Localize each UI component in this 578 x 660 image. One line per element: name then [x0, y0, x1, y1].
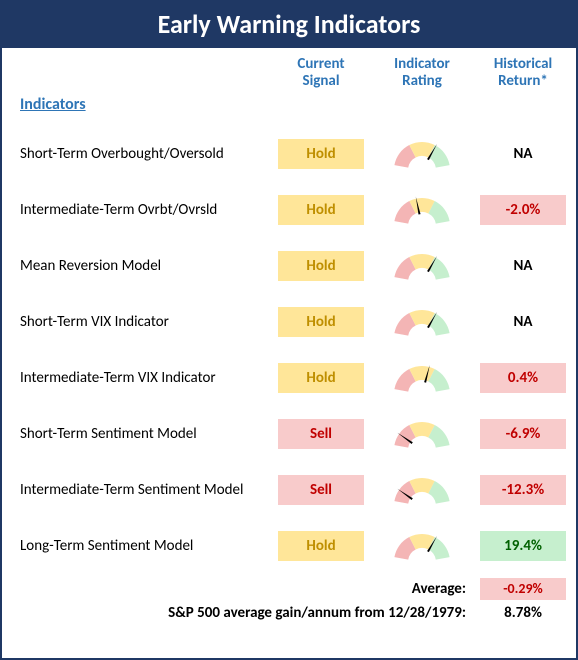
signal-badge: Hold [278, 251, 364, 281]
return-value: 19.4% [480, 531, 566, 561]
section-label: Indicators [20, 95, 558, 114]
header-return: HistoricalReturn* [480, 56, 566, 91]
panel-title: Early Warning Indicators [2, 2, 576, 48]
indicator-row: Intermediate-Term VIX IndicatorHold0.4% [20, 350, 558, 406]
signal-badge: Hold [278, 363, 364, 393]
indicator-label: Mean Reversion Model [20, 257, 270, 275]
header-rating: IndicatorRating [372, 56, 472, 91]
signal-badge: Hold [278, 195, 364, 225]
return-value: NA [480, 307, 566, 337]
indicator-row: Short-Term Overbought/OversoldHoldNA [20, 126, 558, 182]
indicator-label: Long-Term Sentiment Model [20, 537, 270, 555]
gauge-icon [372, 526, 472, 566]
header-signal: CurrentSignal [278, 56, 364, 91]
indicator-label: Short-Term Overbought/Oversold [20, 145, 270, 163]
signal-badge: Hold [278, 307, 364, 337]
indicator-label: Short-Term VIX Indicator [20, 313, 270, 331]
indicator-row: Short-Term Sentiment ModelSell-6.9% [20, 406, 558, 462]
gauge-icon [372, 358, 472, 398]
footnote-value: 8.78% [480, 604, 566, 622]
return-value: NA [480, 251, 566, 281]
gauge-icon [372, 414, 472, 454]
panel-content: CurrentSignal IndicatorRating Historical… [2, 48, 576, 622]
gauge-icon [372, 302, 472, 342]
indicator-row: Long-Term Sentiment ModelHold19.4% [20, 518, 558, 574]
average-row: Average: -0.29% [20, 578, 558, 600]
signal-badge: Hold [278, 139, 364, 169]
return-value: -12.3% [480, 475, 566, 505]
gauge-icon [372, 190, 472, 230]
indicator-label: Intermediate-Term Ovrbt/Ovrsld [20, 201, 270, 219]
signal-badge: Sell [278, 419, 364, 449]
indicator-row: Intermediate-Term Ovrbt/OvrsldHold-2.0% [20, 182, 558, 238]
column-headers: CurrentSignal IndicatorRating Historical… [20, 56, 558, 91]
indicator-row: Intermediate-Term Sentiment ModelSell-12… [20, 462, 558, 518]
return-value: NA [480, 139, 566, 169]
return-value: -2.0% [480, 195, 566, 225]
rows-container: Short-Term Overbought/OversoldHoldNAInte… [20, 126, 558, 574]
indicator-row: Mean Reversion ModelHoldNA [20, 238, 558, 294]
gauge-icon [372, 134, 472, 174]
return-value: -6.9% [480, 419, 566, 449]
return-value: 0.4% [480, 363, 566, 393]
indicator-label: Intermediate-Term Sentiment Model [20, 481, 270, 499]
average-label: Average: [20, 580, 472, 598]
footnote-label: S&P 500 average gain/annum from 12/28/19… [20, 604, 472, 622]
indicator-panel: Early Warning Indicators CurrentSignal I… [0, 0, 578, 660]
gauge-icon [372, 470, 472, 510]
indicator-label: Intermediate-Term VIX Indicator [20, 369, 270, 387]
indicator-row: Short-Term VIX IndicatorHoldNA [20, 294, 558, 350]
footnote-row: S&P 500 average gain/annum from 12/28/19… [20, 604, 558, 622]
signal-badge: Sell [278, 475, 364, 505]
signal-badge: Hold [278, 531, 364, 561]
indicator-label: Short-Term Sentiment Model [20, 425, 270, 443]
average-value: -0.29% [480, 578, 566, 600]
gauge-icon [372, 246, 472, 286]
